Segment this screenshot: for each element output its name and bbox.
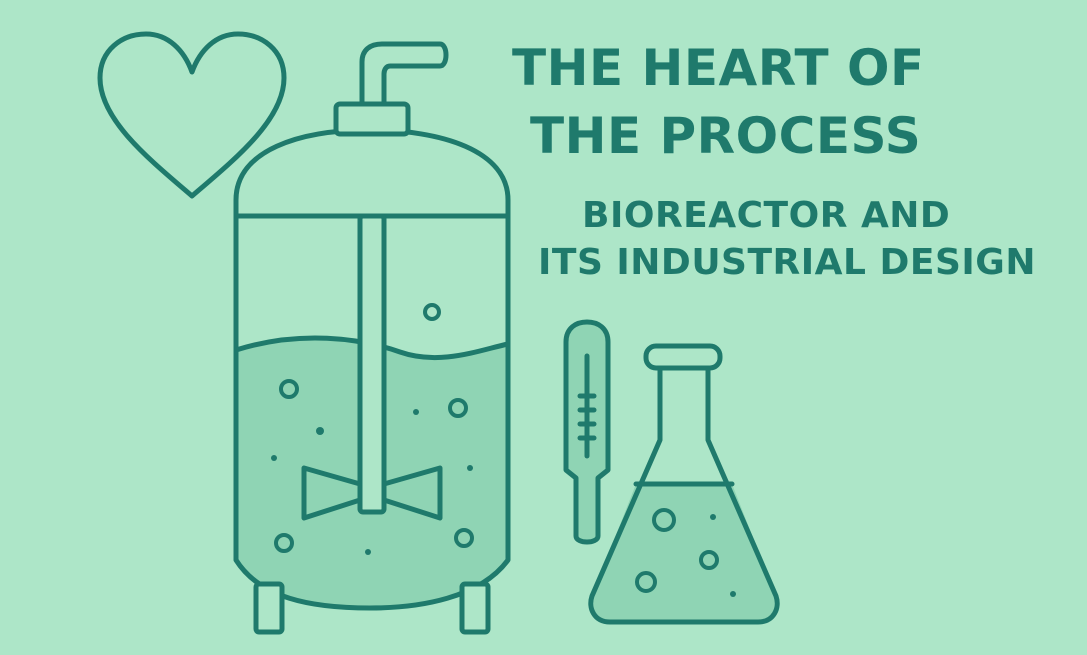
title-line-1: THE HEART OF xyxy=(512,39,925,97)
flask-bubbles xyxy=(635,508,719,593)
subtitle-line-2: ITS INDUSTRIAL DESIGN xyxy=(538,242,1036,283)
bioreactor-pipe xyxy=(359,41,449,107)
bioreactor-leg-left xyxy=(253,581,285,635)
thermometer-icon xyxy=(563,319,611,545)
flask-icon xyxy=(588,343,780,625)
subtitle-line-1: BIOREACTOR AND xyxy=(582,195,951,236)
bioreactor-icon xyxy=(233,41,511,635)
flask-rim xyxy=(643,343,723,371)
heart-icon xyxy=(97,31,287,199)
bioreactor-leg-right xyxy=(459,581,491,635)
agitator-impeller xyxy=(301,465,443,521)
bubbles xyxy=(274,303,474,553)
particles xyxy=(271,409,473,555)
bioreactor-vessel xyxy=(233,127,511,611)
bioreactor-neck xyxy=(333,101,411,137)
title-line-2: THE PROCESS xyxy=(530,107,922,165)
agitator-shaft xyxy=(357,213,387,515)
